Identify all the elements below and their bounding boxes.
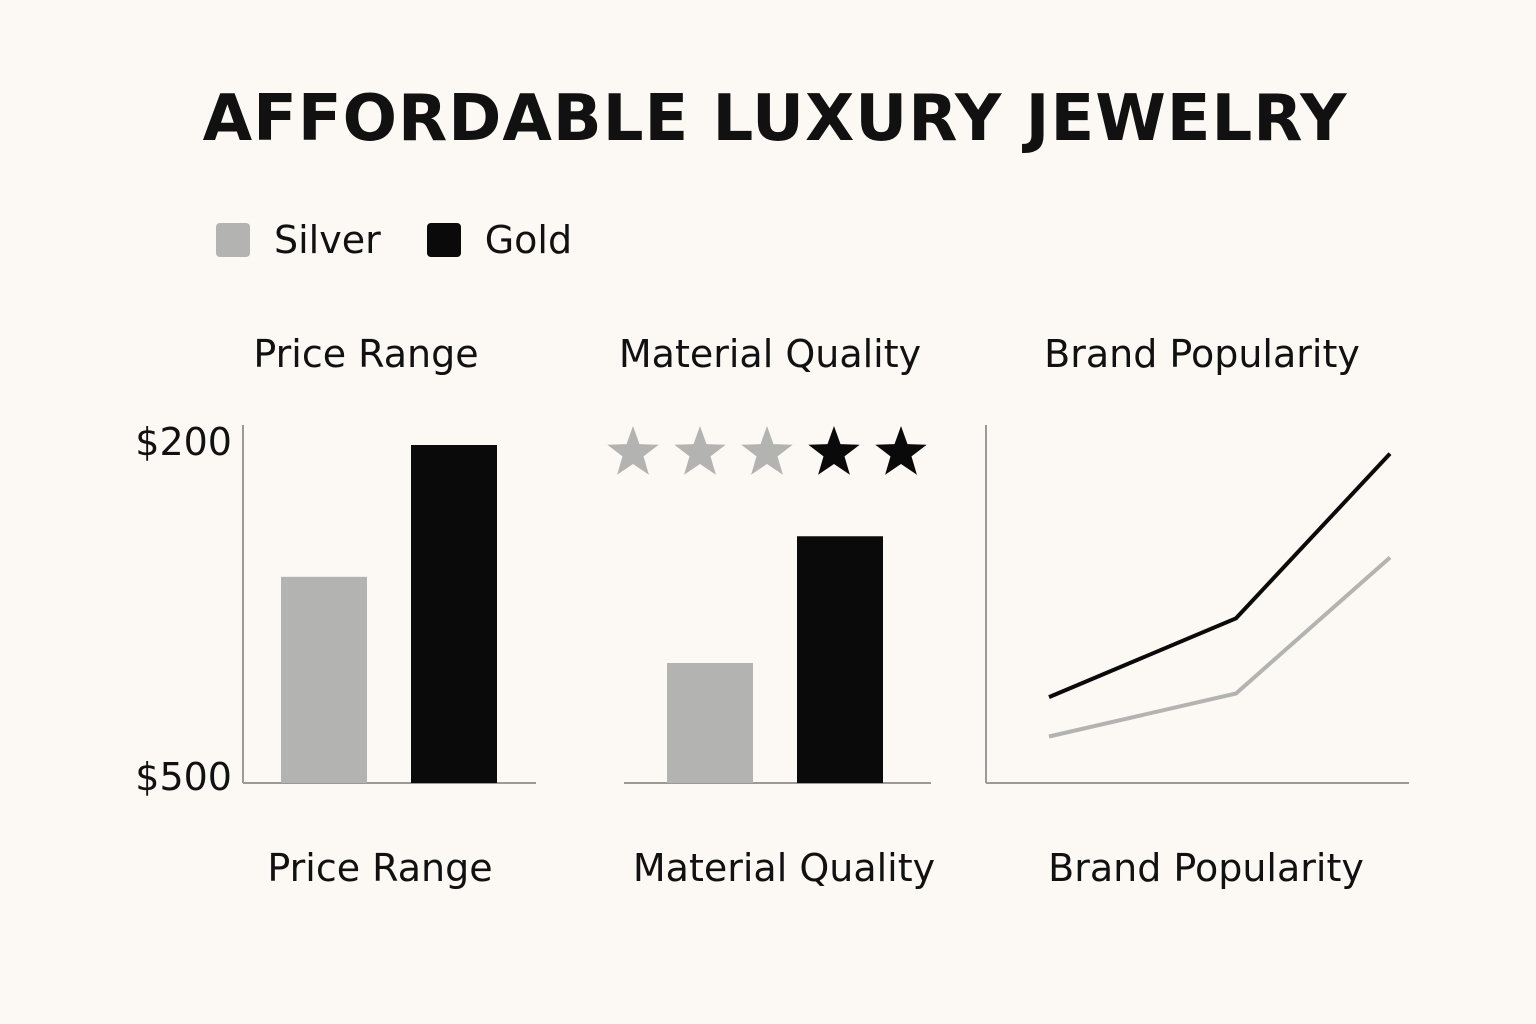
- price-tick-bottom: $500: [135, 755, 232, 799]
- brand-popularity-title: Brand Popularity: [1044, 332, 1360, 376]
- legend-item-silver: Silver: [216, 218, 381, 262]
- star-icon: [607, 426, 659, 475]
- popularity-line-gold: [1048, 452, 1392, 699]
- price-bar-silver: [281, 576, 367, 783]
- material-quality-title: Material Quality: [618, 332, 922, 376]
- popularity-line-silver: [1048, 556, 1392, 739]
- star-icon: [875, 426, 927, 475]
- rating-stars: [607, 426, 927, 475]
- legend-swatch-gold: [426, 223, 461, 257]
- brand-popularity-label: Brand Popularity: [1048, 846, 1364, 890]
- price-range-label: Price Range: [267, 846, 493, 890]
- legend-label-silver: Silver: [274, 218, 381, 262]
- material-quality-label: Material Quality: [632, 846, 936, 890]
- quality-bar-silver: [667, 663, 753, 783]
- star-icon: [808, 426, 860, 475]
- star-icon: [674, 426, 726, 475]
- legend: Silver Gold: [216, 218, 618, 262]
- star-icon: [741, 426, 793, 475]
- legend-label-gold: Gold: [484, 218, 573, 262]
- chart-title: AFFORDABLE LUXURY JEWELRY: [202, 82, 1348, 156]
- price-tick-top: $200: [135, 420, 232, 464]
- legend-item-gold: Gold: [426, 218, 573, 262]
- legend-swatch-silver: [216, 223, 250, 257]
- price-bar-gold: [411, 445, 497, 783]
- price-range-title: Price Range: [253, 332, 479, 376]
- quality-bar-gold: [797, 536, 883, 783]
